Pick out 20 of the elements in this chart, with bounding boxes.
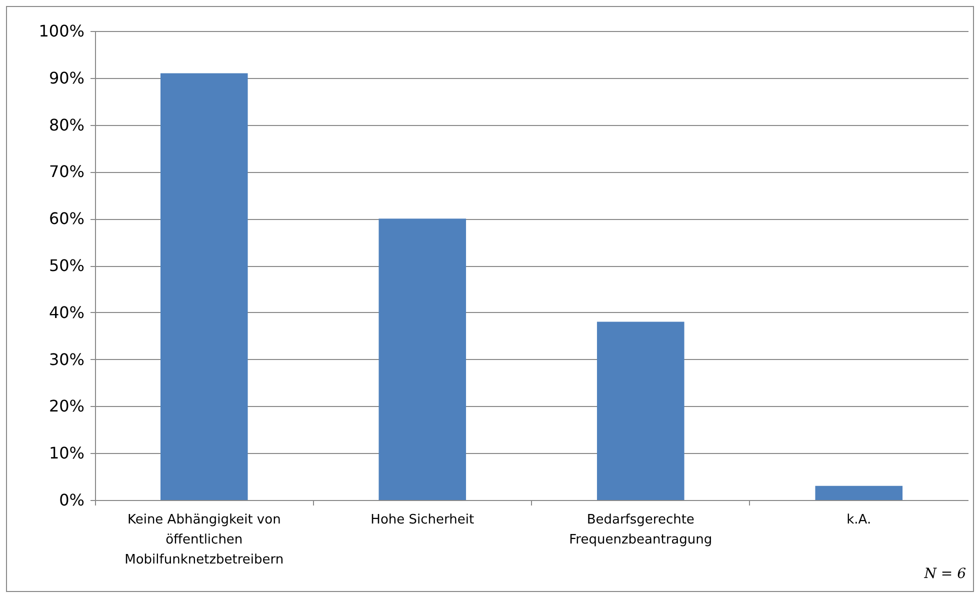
x-tick-label: Keine Abhängigkeit von öffentlichen Mobilfunknetzbetreibern (124, 512, 284, 568)
y-tick-label: 50% (48, 256, 84, 275)
bar (160, 73, 248, 500)
y-tick-label: 0% (59, 490, 84, 510)
y-tick-label: 100% (38, 22, 84, 40)
y-tick-label: 80% (48, 115, 84, 134)
y-tick-label: 30% (48, 350, 84, 369)
bar (378, 218, 466, 500)
y-tick-label: 20% (48, 396, 84, 416)
x-tick-label: k.A. (846, 512, 872, 528)
y-tick-label: 40% (48, 302, 84, 322)
y-tick-label: 70% (48, 162, 84, 182)
y-tick-label: 90% (48, 68, 84, 88)
bar (815, 486, 903, 500)
x-tick-label: Bedarfsgerechte Frequenzbeantragung (569, 512, 712, 548)
text: N = 6 (924, 566, 966, 582)
x-tick-label: Hohe Sicherheit (370, 512, 474, 528)
bar (596, 322, 684, 500)
y-tick-label: 60% (48, 209, 84, 228)
y-tick-label: 10% (48, 444, 84, 463)
